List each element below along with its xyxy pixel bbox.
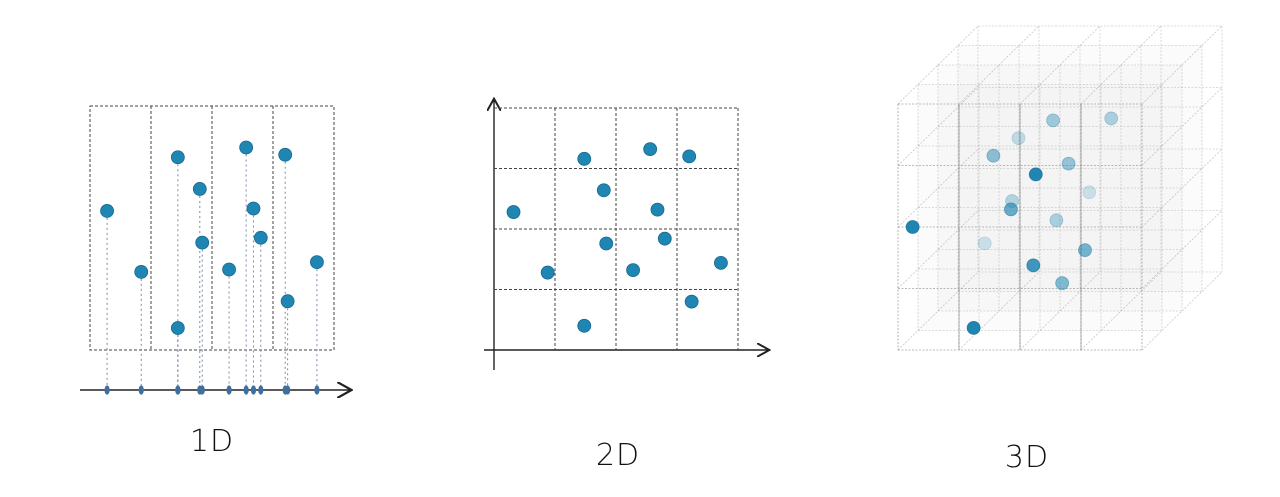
depth-line	[958, 271, 1040, 351]
depth-line	[1141, 87, 1223, 166]
projected-point	[138, 385, 144, 395]
data-point	[1104, 111, 1119, 126]
data-point	[278, 147, 293, 162]
data-point	[192, 182, 207, 196]
data-point	[596, 183, 611, 198]
depth-line	[897, 25, 979, 105]
projected-point	[285, 385, 291, 395]
panel-1d	[80, 105, 350, 395]
depth-line	[897, 87, 979, 166]
projected-point	[175, 385, 181, 395]
depth-line	[1080, 271, 1162, 351]
data-point	[1004, 202, 1018, 217]
data-point	[986, 148, 1001, 163]
data-point	[506, 205, 521, 219]
data-point	[599, 236, 614, 251]
panel-3d	[897, 25, 1223, 351]
projected-point	[226, 385, 232, 395]
data-point	[195, 235, 210, 250]
data-point	[134, 265, 149, 279]
data-point	[905, 220, 920, 234]
projected-point	[199, 385, 205, 395]
depth-line	[1141, 25, 1223, 105]
data-point	[1011, 131, 1026, 146]
data-point	[540, 265, 555, 280]
data-point	[714, 255, 728, 270]
projected-point	[258, 385, 264, 395]
data-point	[1061, 156, 1076, 171]
data-point	[253, 230, 268, 245]
data-point	[246, 201, 261, 216]
depth-line	[1141, 271, 1223, 351]
data-point	[239, 140, 254, 155]
projected-point	[104, 385, 110, 395]
data-point	[977, 236, 992, 251]
data-point	[650, 202, 665, 217]
caption-3d: 3D	[1004, 440, 1050, 475]
depth-line	[1019, 25, 1101, 105]
depth-line	[897, 271, 979, 351]
data-point	[1082, 185, 1097, 200]
data-point	[222, 262, 236, 277]
data-point	[1078, 243, 1092, 258]
caption-2d: 2D	[595, 438, 641, 473]
data-point	[682, 149, 697, 164]
data-point	[577, 318, 592, 333]
data-point	[100, 204, 114, 218]
projected-point	[250, 385, 257, 395]
data-point	[626, 263, 640, 278]
depth-line	[1080, 25, 1162, 105]
projected-point	[243, 385, 249, 395]
depth-line	[1141, 148, 1223, 228]
panel-2d	[484, 100, 768, 370]
projected-point	[314, 385, 320, 395]
data-point	[577, 151, 592, 166]
data-point	[657, 231, 672, 246]
data-point	[310, 255, 324, 270]
data-point	[1055, 276, 1070, 291]
data-point	[684, 294, 699, 309]
depth-line	[1141, 210, 1223, 289]
data-point	[966, 320, 981, 335]
data-point	[1028, 167, 1043, 182]
depth-line	[1019, 271, 1101, 351]
data-point	[170, 150, 185, 165]
depth-line	[958, 25, 1040, 105]
data-point	[280, 294, 295, 309]
data-point	[1026, 258, 1041, 273]
caption-1d: 1D	[189, 424, 235, 459]
depth-slab	[938, 65, 1182, 311]
data-point	[643, 142, 658, 157]
depth-line	[897, 148, 979, 228]
data-point	[1046, 113, 1060, 128]
data-point	[170, 321, 185, 335]
data-point	[1049, 213, 1064, 228]
depth-line	[897, 210, 979, 289]
